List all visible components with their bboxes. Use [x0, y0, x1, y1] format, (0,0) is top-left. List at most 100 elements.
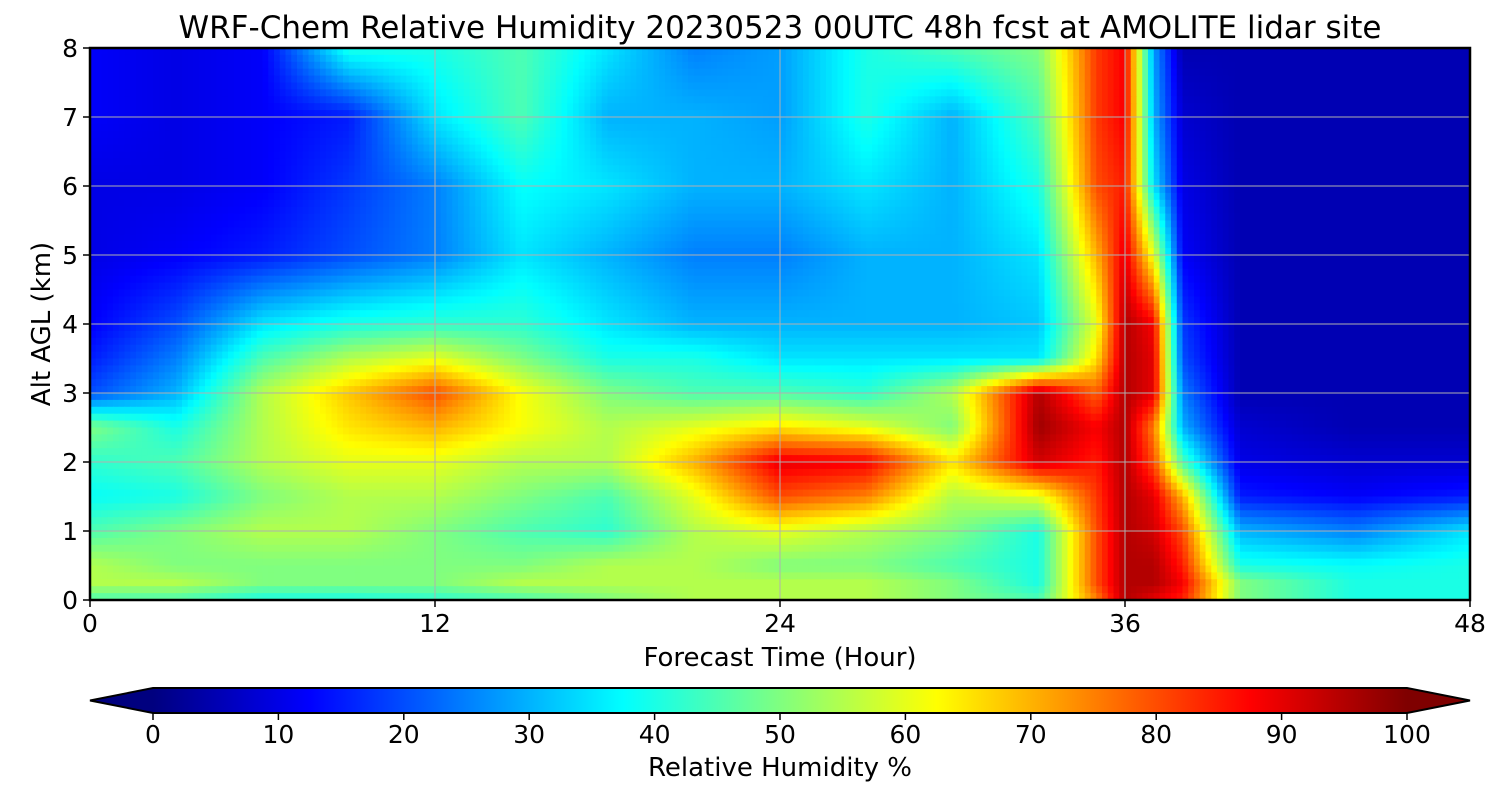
- heatmap-cell: [785, 68, 793, 77]
- heatmap-cell: [745, 82, 752, 90]
- heatmap-cell: [619, 48, 626, 56]
- heatmap-cell: [1222, 68, 1230, 77]
- heatmap-cell: [463, 172, 471, 180]
- heatmap-cell: [538, 151, 545, 159]
- heatmap-cell: [389, 110, 396, 118]
- heatmap-cell: [1389, 172, 1396, 180]
- heatmap-cell: [923, 82, 931, 90]
- heatmap-cell: [107, 186, 114, 194]
- heatmap-cell: [992, 130, 1000, 139]
- heatmap-cell: [1056, 179, 1063, 187]
- heatmap-cell: [95, 165, 103, 173]
- heatmap-cell: [1383, 117, 1391, 125]
- heatmap-cell: [992, 89, 1000, 97]
- heatmap-cell: [1435, 144, 1442, 153]
- heatmap-cell: [406, 75, 413, 84]
- heatmap-cell: [688, 89, 695, 97]
- heatmap-cell: [929, 130, 936, 139]
- heatmap-cell: [791, 96, 798, 104]
- heatmap-cell: [170, 82, 177, 90]
- heatmap-cell: [1274, 137, 1281, 146]
- heatmap-cell: [1125, 54, 1132, 63]
- heatmap-cell: [1360, 103, 1368, 111]
- heatmap-cell: [187, 68, 195, 77]
- heatmap-cell: [1015, 172, 1023, 180]
- heatmap-cell: [251, 48, 258, 56]
- heatmap-cell: [285, 137, 292, 146]
- heatmap-cell: [1395, 68, 1402, 77]
- heatmap-cell: [1125, 179, 1132, 187]
- heatmap-cell: [975, 61, 982, 70]
- heatmap-cell: [435, 186, 442, 194]
- heatmap-cell: [1228, 165, 1235, 173]
- heatmap-cell: [256, 96, 264, 104]
- heatmap-cell: [331, 123, 338, 132]
- heatmap-cell: [739, 130, 747, 139]
- heatmap-cell: [1102, 186, 1109, 194]
- heatmap-cell: [164, 186, 172, 194]
- heatmap-cell: [550, 172, 557, 180]
- heatmap-cell: [889, 144, 896, 153]
- heatmap-cell: [406, 165, 413, 173]
- heatmap-cell: [469, 48, 476, 56]
- heatmap-cell: [325, 75, 333, 84]
- heatmap-cell: [872, 158, 879, 166]
- heatmap-cell: [285, 89, 292, 97]
- heatmap-cell: [371, 117, 379, 125]
- heatmap-cell: [705, 158, 712, 166]
- heatmap-cell: [463, 179, 471, 187]
- heatmap-cell: [981, 123, 988, 132]
- heatmap-cell: [1102, 68, 1109, 77]
- heatmap-cell: [1343, 137, 1350, 146]
- heatmap-cell: [1245, 54, 1253, 63]
- heatmap-cell: [906, 130, 913, 139]
- heatmap-cell: [814, 103, 821, 111]
- heatmap-cell: [1291, 117, 1299, 125]
- heatmap-cell: [619, 61, 626, 70]
- heatmap-cell: [1257, 48, 1264, 56]
- heatmap-cell: [343, 68, 350, 77]
- heatmap-cell: [1125, 151, 1132, 159]
- heatmap-cell: [251, 89, 258, 97]
- heatmap-cell: [774, 54, 781, 63]
- heatmap-cell: [113, 110, 120, 118]
- heatmap-cell: [1038, 137, 1046, 146]
- heatmap-cell: [360, 151, 367, 159]
- heatmap-cell: [308, 117, 315, 125]
- heatmap-cell: [1188, 110, 1195, 118]
- heatmap-cell: [216, 137, 223, 146]
- heatmap-cell: [1033, 179, 1040, 187]
- heatmap-cell: [331, 172, 338, 180]
- heatmap-cell: [463, 144, 471, 153]
- heatmap-cell: [1337, 54, 1345, 63]
- heatmap-cell: [1119, 130, 1126, 139]
- heatmap-cell: [590, 48, 597, 56]
- heatmap-cell: [964, 179, 971, 187]
- heatmap-cell: [458, 48, 465, 56]
- heatmap-cell: [1079, 75, 1086, 84]
- heatmap-cell: [1021, 54, 1028, 63]
- heatmap-cell: [124, 54, 131, 63]
- heatmap-cell: [130, 96, 137, 104]
- heatmap-cell: [1251, 103, 1258, 111]
- heatmap-cell: [182, 158, 189, 166]
- heatmap-cell: [1314, 82, 1322, 90]
- heatmap-cell: [251, 68, 258, 77]
- heatmap-cell: [1090, 186, 1097, 194]
- heatmap-cell: [406, 117, 413, 125]
- heatmap-cell: [550, 123, 557, 132]
- heatmap-cell: [969, 82, 977, 90]
- heatmap-cell: [647, 137, 655, 146]
- heatmap-cell: [141, 61, 149, 70]
- heatmap-cell: [843, 54, 850, 63]
- heatmap-cell: [1033, 89, 1040, 97]
- heatmap-cell: [774, 144, 781, 153]
- heatmap-cell: [923, 68, 931, 77]
- heatmap-cell: [941, 186, 948, 194]
- heatmap-cell: [831, 179, 839, 187]
- heatmap-cell: [728, 165, 735, 173]
- heatmap-cell: [1113, 130, 1120, 139]
- heatmap-cell: [1188, 151, 1195, 159]
- heatmap-cell: [1102, 117, 1109, 125]
- heatmap-cell: [895, 68, 902, 77]
